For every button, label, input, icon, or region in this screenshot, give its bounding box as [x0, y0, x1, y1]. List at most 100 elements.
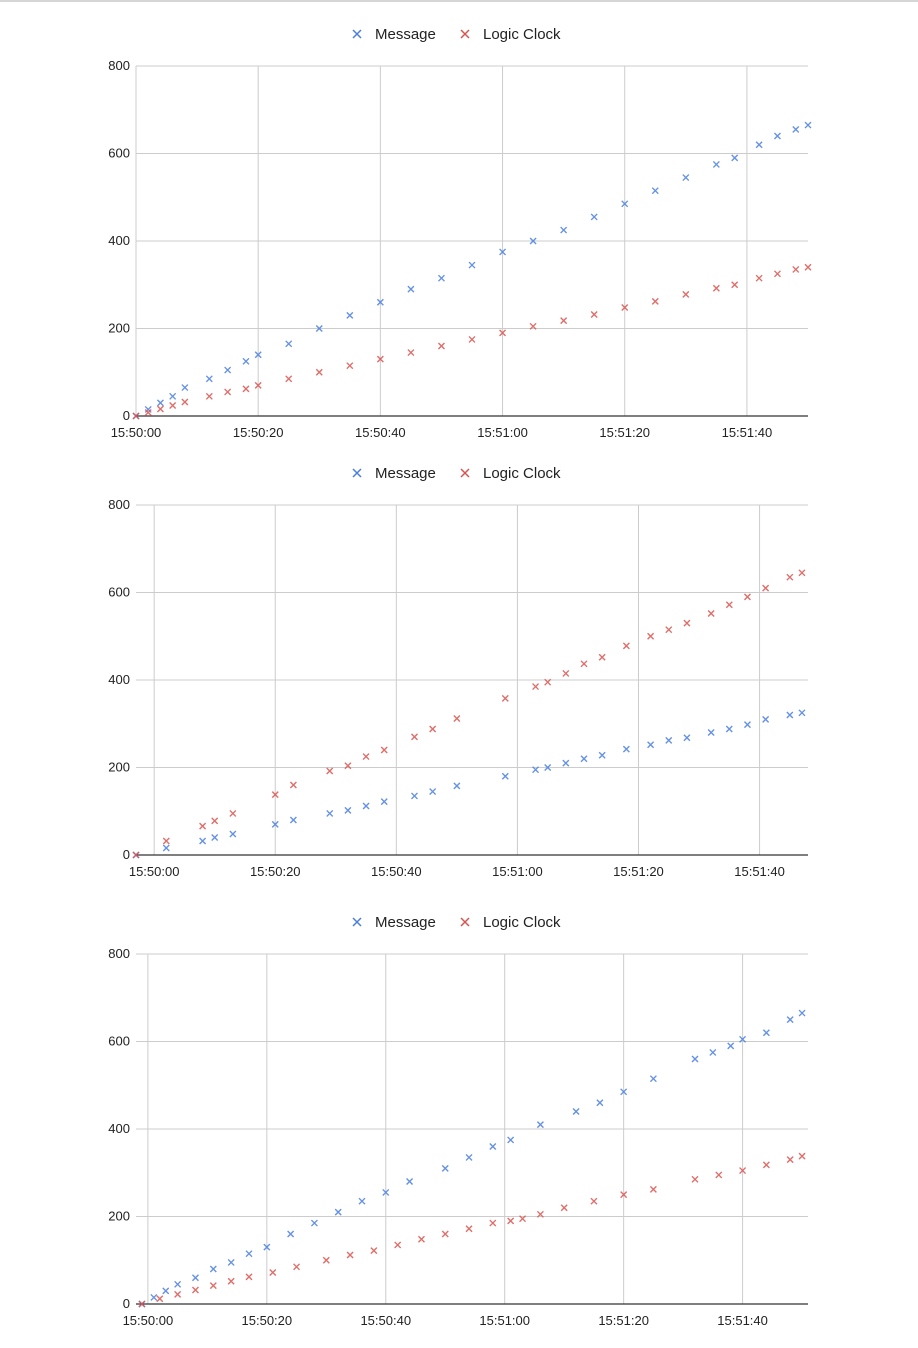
data-point-marker	[468, 335, 476, 343]
data-point-marker	[199, 837, 207, 845]
data-point-marker	[755, 141, 763, 149]
data-point-marker	[507, 1217, 515, 1225]
data-point-marker	[792, 125, 800, 133]
y-tick-label: 400	[108, 1121, 130, 1136]
data-point-marker	[227, 1277, 235, 1285]
data-point-marker	[562, 669, 570, 677]
data-point-marker	[499, 248, 507, 256]
data-point-marker	[453, 715, 461, 722]
data-point-marker	[224, 366, 232, 374]
data-point-marker	[326, 767, 334, 775]
data-point-marker	[707, 729, 715, 736]
x-tick-label: 15:50:20	[250, 864, 301, 879]
data-point-marker	[731, 154, 739, 162]
data-point-marker	[209, 1265, 217, 1273]
data-point-marker	[501, 694, 509, 702]
data-point-marker	[529, 322, 537, 330]
data-point-marker	[596, 1099, 604, 1107]
data-point-marker	[326, 809, 334, 817]
legend-label: Message	[375, 26, 436, 43]
data-point-marker	[712, 284, 720, 292]
data-point-marker	[468, 261, 476, 269]
data-point-marker	[691, 1055, 699, 1063]
data-point-marker	[804, 121, 812, 129]
data-point-marker	[429, 725, 437, 733]
data-point-marker	[560, 317, 568, 325]
series-logic-clock	[132, 263, 812, 420]
data-point-marker	[649, 1185, 657, 1193]
data-point-marker	[683, 619, 691, 627]
data-point-marker	[562, 759, 570, 767]
data-point-marker	[376, 355, 384, 363]
data-point-marker	[380, 798, 388, 806]
data-point-marker	[499, 329, 507, 337]
data-point-marker	[263, 1243, 271, 1251]
data-point-marker	[174, 1290, 182, 1298]
data-point-marker	[362, 753, 370, 761]
data-point-marker	[572, 1108, 580, 1115]
data-point-marker	[406, 1178, 414, 1185]
data-point-marker	[532, 766, 540, 774]
legend-marker-icon	[352, 29, 362, 39]
data-point-marker	[590, 213, 598, 221]
series-message	[138, 1009, 806, 1308]
data-point-marker	[209, 1282, 217, 1290]
x-tick-label: 15:50:00	[123, 1313, 174, 1328]
data-point-marker	[798, 709, 806, 717]
y-tick-label: 200	[108, 1209, 130, 1224]
data-point-marker	[532, 683, 540, 691]
data-point-marker	[739, 1167, 747, 1175]
data-point-marker	[162, 837, 170, 845]
y-tick-label: 800	[108, 497, 130, 512]
data-point-marker	[683, 734, 691, 742]
data-point-marker	[211, 834, 219, 841]
legend-label: Logic Clock	[483, 914, 561, 931]
data-point-marker	[560, 1204, 568, 1212]
data-point-marker	[620, 1088, 628, 1096]
data-point-marker	[407, 349, 415, 357]
data-point-marker	[269, 1269, 277, 1276]
legend-marker-icon	[352, 917, 362, 927]
data-point-marker	[536, 1210, 544, 1218]
data-point-marker	[682, 174, 690, 182]
data-point-marker	[144, 409, 152, 416]
data-point-marker	[709, 1048, 717, 1056]
data-point-marker	[762, 1029, 770, 1037]
data-point-marker	[786, 573, 794, 581]
data-point-marker	[138, 1300, 146, 1308]
data-point-marker	[169, 402, 177, 409]
data-point-marker	[437, 274, 445, 282]
data-point-marker	[620, 1191, 628, 1199]
data-point-marker	[507, 1136, 515, 1144]
data-point-marker	[362, 802, 370, 810]
data-point-marker	[229, 830, 237, 838]
x-tick-label: 15:51:00	[479, 1313, 530, 1328]
x-tick-label: 15:51:40	[722, 425, 773, 440]
series-logic-clock	[138, 1152, 806, 1308]
x-tick-label: 15:50:40	[371, 864, 422, 879]
data-point-marker	[224, 388, 232, 396]
data-point-marker	[792, 265, 800, 273]
data-point-marker	[465, 1153, 473, 1161]
data-point-marker	[315, 325, 323, 332]
data-point-marker	[132, 412, 140, 420]
data-point-marker	[169, 392, 177, 400]
data-point-marker	[598, 653, 606, 661]
legend-label: Message	[375, 914, 436, 931]
data-point-marker	[156, 1295, 164, 1303]
y-tick-label: 200	[108, 321, 130, 336]
data-point-marker	[315, 368, 323, 376]
data-point-marker	[786, 1016, 794, 1024]
chart-top: 0 200 400 600 800 15:50:00 15:50:20 15:50:40 15:…	[0, 0, 918, 445]
y-tick-label: 0	[123, 408, 130, 423]
data-point-marker	[344, 806, 352, 814]
data-point-marker	[191, 1274, 199, 1282]
data-point-marker	[743, 593, 751, 601]
data-point-marker	[358, 1197, 366, 1205]
data-point-marker	[731, 281, 739, 289]
legend: Message Logic Clock	[352, 26, 561, 43]
data-point-marker	[651, 297, 659, 305]
data-point-marker	[598, 751, 606, 759]
data-point-marker	[227, 1258, 235, 1266]
y-tick-label: 600	[108, 585, 130, 600]
